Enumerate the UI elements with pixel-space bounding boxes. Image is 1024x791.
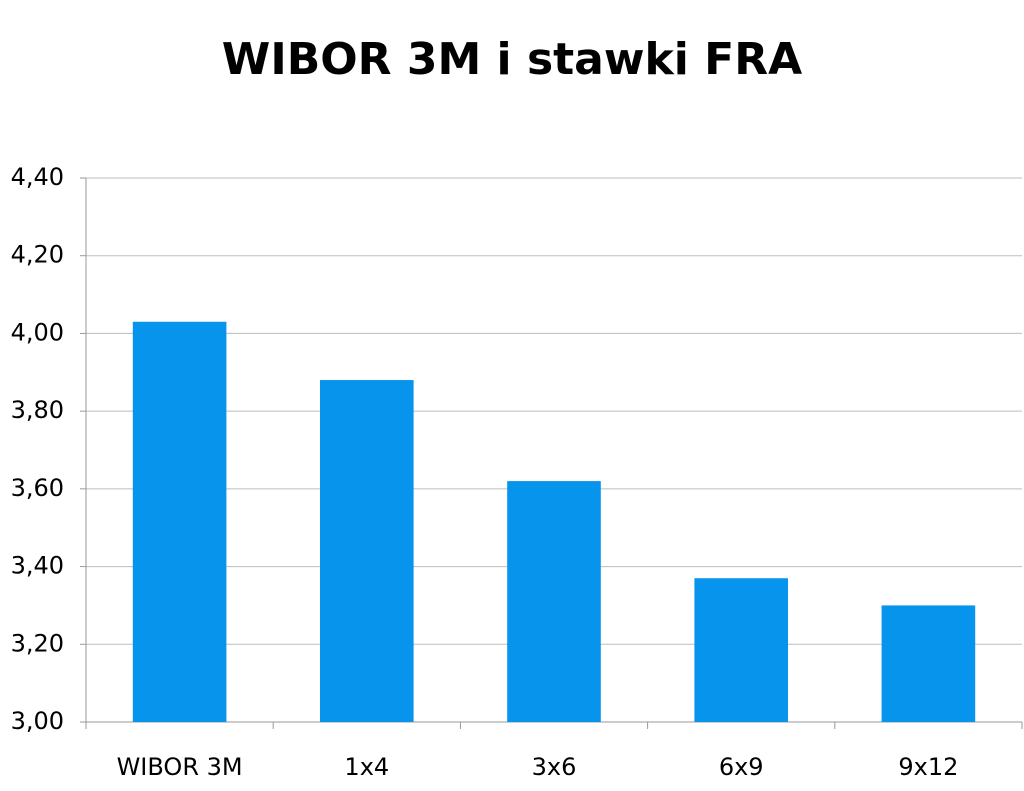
bar bbox=[132, 321, 227, 722]
x-tick-label: 6x9 bbox=[719, 753, 764, 781]
x-tick-label: WIBOR 3M bbox=[117, 753, 243, 781]
x-tick-label: 3x6 bbox=[532, 753, 577, 781]
y-tick-label: 3,60 bbox=[11, 474, 64, 502]
bar bbox=[694, 578, 788, 722]
bar bbox=[320, 380, 414, 722]
x-tick-label: 9x12 bbox=[898, 753, 958, 781]
y-tick-label: 4,00 bbox=[11, 318, 64, 346]
y-tick-label: 3,00 bbox=[11, 707, 64, 735]
x-tick-label: 1x4 bbox=[344, 753, 389, 781]
bar bbox=[507, 481, 601, 722]
chart-title: WIBOR 3M i stawki FRA bbox=[222, 34, 802, 85]
bar bbox=[881, 605, 976, 722]
y-tick-label: 3,20 bbox=[11, 629, 64, 657]
y-tick-label: 3,80 bbox=[11, 396, 64, 424]
y-tick-label: 4,20 bbox=[11, 241, 64, 269]
y-tick-label: 4,40 bbox=[11, 163, 64, 191]
y-tick-label: 3,40 bbox=[11, 552, 64, 580]
